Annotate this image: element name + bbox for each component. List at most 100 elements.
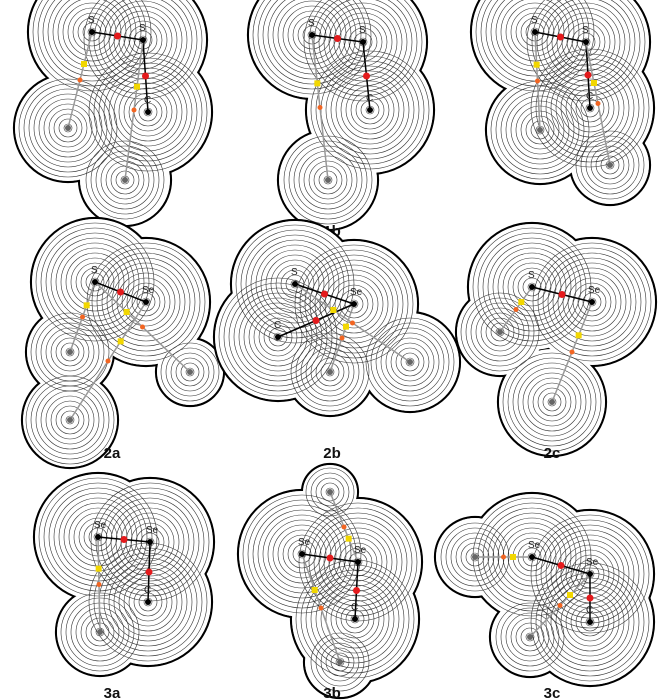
nucleus — [140, 37, 146, 43]
nucleus — [583, 39, 589, 45]
atom-label: S — [308, 18, 315, 29]
ring-critical-point — [518, 299, 524, 305]
ring-critical-point — [534, 62, 540, 68]
nucleus — [275, 334, 281, 340]
bond-critical-point — [340, 336, 345, 341]
ring-critical-point — [576, 332, 582, 338]
atom-label: Se — [350, 287, 363, 298]
bond-critical-point — [558, 562, 565, 569]
bond-critical-point — [114, 33, 121, 40]
bond-critical-point — [570, 350, 575, 355]
figure: SSC1aSSC1bSSC1cSSe2aSSeC2bSSe2cSeSeC3aSe… — [0, 0, 662, 700]
nucleus — [309, 32, 315, 38]
nucleus — [299, 551, 305, 557]
atom-label: S — [582, 25, 589, 36]
nucleus — [327, 489, 333, 495]
nucleus — [360, 39, 366, 45]
bond-critical-point — [327, 555, 334, 562]
ring-critical-point — [567, 592, 573, 598]
atom-label: S — [91, 265, 98, 276]
nucleus — [97, 629, 103, 635]
atom-label: S — [531, 15, 538, 26]
ring-critical-point — [343, 324, 349, 330]
atom-label: Se — [528, 540, 541, 551]
bond-critical-point — [117, 289, 124, 296]
ring-critical-point — [312, 587, 318, 593]
contour-panel: S Se 2a — [22, 218, 224, 468]
nucleus — [67, 349, 73, 355]
nucleus — [589, 299, 595, 305]
atom-label: C — [366, 93, 373, 104]
atom-label: Se — [146, 525, 159, 536]
bond-critical-point — [596, 101, 601, 106]
atom-label: C — [586, 91, 593, 102]
nucleus — [532, 29, 538, 35]
atom-label: Se — [94, 520, 107, 531]
bond-critical-point — [106, 359, 111, 364]
atom-label: Se — [142, 285, 155, 296]
panel-label: 2a — [104, 445, 121, 462]
nucleus — [65, 125, 71, 131]
atom-label: S — [291, 267, 298, 278]
bond-critical-point — [501, 555, 506, 560]
ring-critical-point — [118, 338, 124, 344]
atom-label: S — [88, 15, 95, 26]
nucleus — [587, 619, 593, 625]
atom-label: Se — [354, 545, 367, 556]
bond-critical-point — [535, 79, 540, 84]
bond-critical-point — [146, 569, 153, 576]
bond-critical-point — [342, 525, 347, 530]
nucleus — [327, 369, 333, 375]
bond-critical-point — [121, 536, 128, 543]
contour-panel: SeSeC3a — [34, 473, 214, 700]
ring-critical-point — [96, 566, 102, 572]
nucleus — [497, 329, 503, 335]
bond-critical-point — [363, 73, 370, 80]
bond-critical-point — [559, 291, 566, 298]
atom-label: Se — [588, 285, 601, 296]
contour-panel: SSeC2b — [214, 220, 460, 462]
nucleus — [145, 599, 151, 605]
nucleus — [587, 105, 593, 111]
bond-critical-point — [514, 307, 519, 312]
nucleus — [549, 399, 555, 405]
bond-critical-point — [319, 606, 324, 611]
bond-critical-point — [80, 315, 85, 320]
nucleus — [607, 162, 613, 168]
nucleus — [529, 284, 535, 290]
bond-critical-point — [350, 321, 355, 326]
atom-label: S — [139, 23, 146, 34]
contour-panel: SeSeC3b — [238, 464, 422, 700]
nucleus — [143, 299, 149, 305]
ring-critical-point — [81, 61, 87, 67]
nucleus — [351, 301, 357, 307]
nucleus — [147, 539, 153, 545]
bond-critical-point — [321, 291, 328, 298]
nucleus — [529, 554, 535, 560]
nucleus — [355, 559, 361, 565]
bond-critical-point — [78, 78, 83, 83]
bond-critical-point — [587, 595, 594, 602]
bond-critical-point — [97, 582, 102, 587]
contour-panel: SeSeC3c — [435, 493, 654, 700]
bond-critical-point — [334, 35, 341, 42]
nucleus — [337, 659, 343, 665]
ring-critical-point — [510, 554, 516, 560]
nucleus — [407, 359, 413, 365]
nucleus — [527, 634, 533, 640]
atom-label: C — [144, 585, 151, 596]
nucleus — [325, 177, 331, 183]
nucleus — [472, 554, 478, 560]
ring-critical-point — [84, 302, 90, 308]
nucleus — [122, 177, 128, 183]
bond-critical-point — [142, 73, 149, 80]
atom-label: Se — [586, 557, 599, 568]
ring-critical-point — [314, 80, 320, 86]
nucleus — [187, 369, 193, 375]
atom-label: C — [351, 602, 358, 613]
nucleus — [587, 571, 593, 577]
panel-label: 2b — [323, 445, 341, 462]
bond-critical-point — [585, 72, 592, 79]
nucleus — [67, 417, 73, 423]
